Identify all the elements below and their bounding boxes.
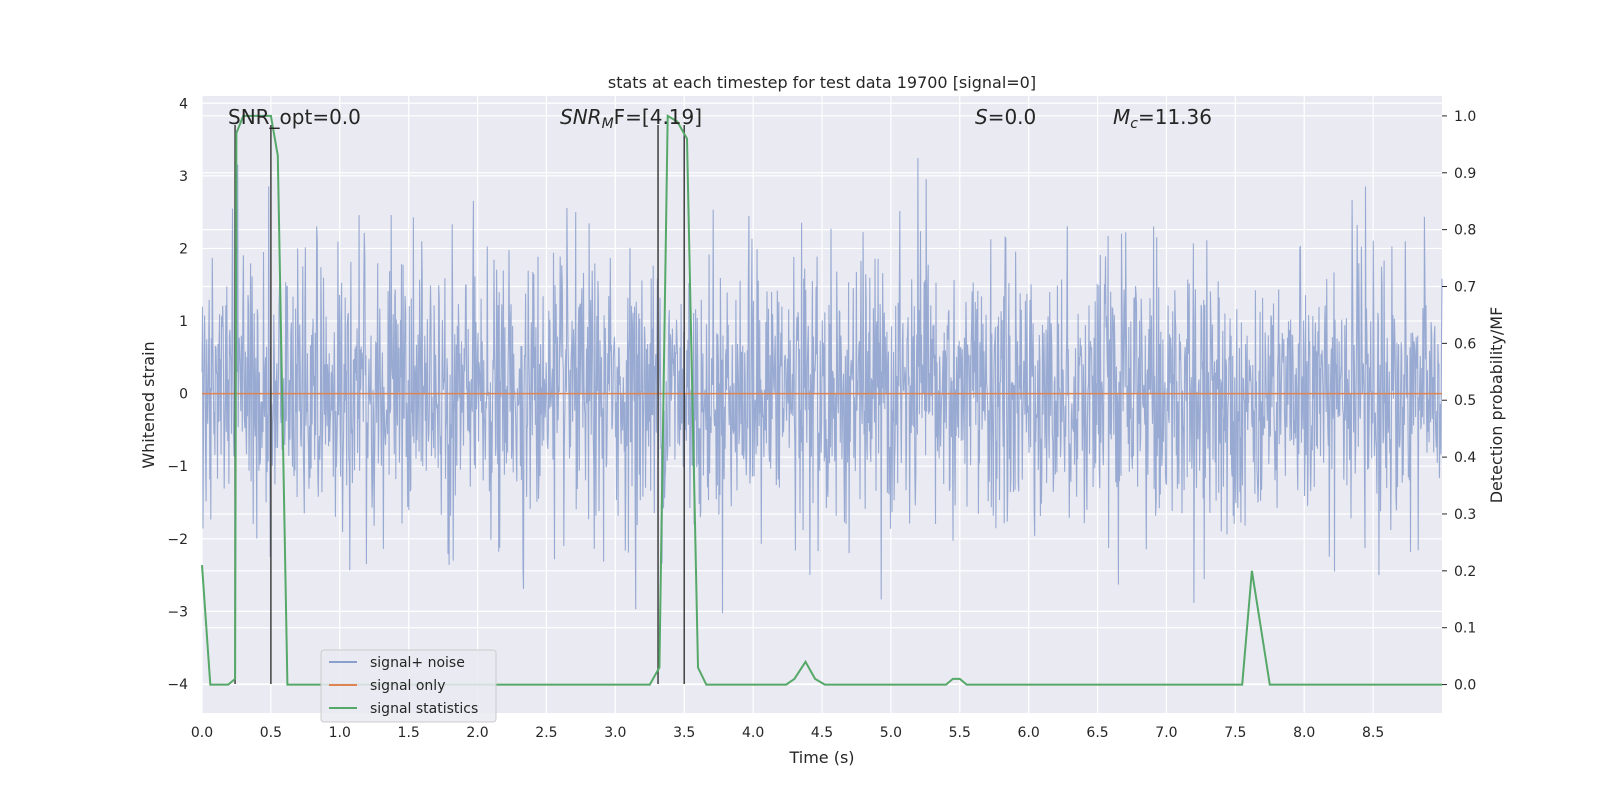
y-right-tick-label: 0.6 <box>1454 336 1476 352</box>
annotation-snr-mf-symbol: SNR <box>560 105 602 129</box>
y-tick-label: 4 <box>179 96 188 112</box>
annotation-snr-opt: SNR_opt=0.0 <box>228 105 361 129</box>
x-tick-label: 2.5 <box>535 725 557 741</box>
y-tick-label: −4 <box>167 677 188 693</box>
y-right-tick-label: 0.1 <box>1454 621 1476 637</box>
signal-statistics-series <box>201 114 1442 686</box>
signal-statistics-line <box>201 114 1442 686</box>
signal-noise-line <box>201 157 1443 614</box>
x-tick-label: 4.0 <box>742 725 764 741</box>
legend-box <box>320 649 497 723</box>
x-tick-label: 5.5 <box>949 725 971 741</box>
y-tick-label: −1 <box>167 459 188 475</box>
y-right-tick-label: 0.5 <box>1454 393 1476 409</box>
x-tick-label: 6.0 <box>1018 725 1040 741</box>
annotation-mc-subscript: c <box>1130 116 1138 132</box>
x-tick-label: 1.5 <box>398 725 420 741</box>
y-tick-label: 3 <box>179 169 188 185</box>
annotation-s: S=0.0 <box>975 105 1036 129</box>
legend-label-signal-only: signal only <box>370 678 445 694</box>
x-tick-label: 5.0 <box>880 725 902 741</box>
y-right-tick-label: 0.2 <box>1454 564 1476 580</box>
y-right-tick-label: 0.9 <box>1454 166 1476 182</box>
y-axis-right-label: Detection probability/MF <box>1487 307 1506 504</box>
x-tick-label: 8.5 <box>1362 725 1384 741</box>
legend-label-signal-statistics: signal statistics <box>370 701 478 717</box>
annotation-mc-symbol: M <box>1113 105 1130 129</box>
y-tick-label: −2 <box>167 532 188 548</box>
y-right-tick-label: 0.3 <box>1454 507 1476 523</box>
legend: signal+ noise signal only signal statist… <box>320 649 497 723</box>
y-tick-label: 0 <box>179 387 188 403</box>
tick-labels: 0.0 0.5 1.0 1.5 2.0 2.5 3.0 3.5 4.0 4.5 5.0 5.5 6.0 6… <box>167 96 1476 741</box>
x-tick-label: 7.0 <box>1155 725 1177 741</box>
x-tick-label: 3.5 <box>673 725 695 741</box>
y-tick-label: 1 <box>179 314 188 330</box>
x-tick-label: 3.0 <box>604 725 626 741</box>
annotation-mc-value: =11.36 <box>1138 105 1212 129</box>
x-tick-label: 1.0 <box>329 725 351 741</box>
y-right-tick-label: 0.4 <box>1454 450 1476 466</box>
annotation-mc: Mc=11.36 <box>1113 105 1212 132</box>
chart-title: stats at each timestep for test data 197… <box>608 73 1036 92</box>
annotation-s-symbol: S <box>975 105 988 129</box>
y-axis-label: Whitened strain <box>139 341 158 468</box>
x-tick-label: 7.5 <box>1224 725 1246 741</box>
x-tick-label: 8.0 <box>1293 725 1315 741</box>
annotation-snr-mf-value: F=[4.19] <box>614 105 702 129</box>
y-right-tick-label: 1.0 <box>1454 109 1476 125</box>
annotation-snr-mf-subscript: M <box>602 116 614 132</box>
y-tick-label: −3 <box>167 604 188 620</box>
y-tick-label: 2 <box>179 241 188 257</box>
y-right-tick-label: 0.7 <box>1454 280 1476 296</box>
legend-label-signal-noise: signal+ noise <box>370 655 465 671</box>
x-tick-label: 2.0 <box>466 725 488 741</box>
annotation-s-value: =0.0 <box>988 105 1037 129</box>
signal-noise-series <box>201 157 1443 614</box>
annotation-snr-mf: SNRMF=[4.19] <box>560 105 702 132</box>
x-tick-label: 4.5 <box>811 725 833 741</box>
x-tick-label: 0.0 <box>191 725 213 741</box>
x-tick-label: 0.5 <box>260 725 282 741</box>
y-right-tick-label: 0.8 <box>1454 223 1476 239</box>
x-tick-label: 6.5 <box>1086 725 1108 741</box>
y-right-tick-label: 0.0 <box>1454 678 1476 694</box>
x-axis-label: Time (s) <box>788 748 854 767</box>
